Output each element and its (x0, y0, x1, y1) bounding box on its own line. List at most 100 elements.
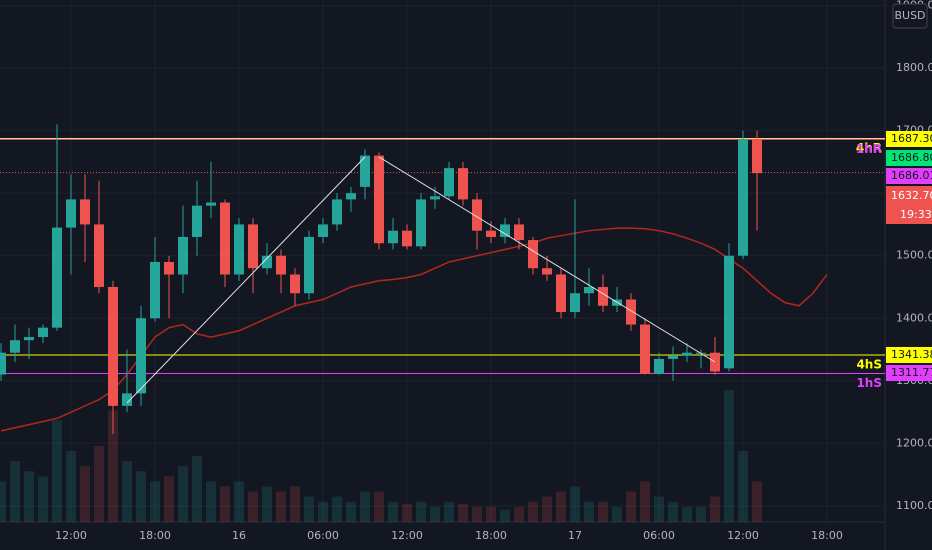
candle-body (38, 327, 48, 338)
level-price: 1687.30 (891, 132, 932, 145)
x-tick-label: 12:00 (55, 529, 87, 542)
trend-line (378, 156, 716, 363)
candle-body (570, 293, 580, 313)
volume-bar (136, 471, 146, 522)
unit: BUSD (894, 9, 925, 22)
volume-bar (458, 503, 468, 522)
candle-body (108, 286, 118, 406)
candle-body (80, 199, 90, 225)
x-tick-label: 12:00 (391, 529, 423, 542)
candle-body (178, 236, 188, 275)
level-name: 4hS (856, 357, 882, 371)
volume-bar (66, 450, 76, 522)
level-pill (886, 131, 932, 147)
x-tick-label: 06:00 (643, 529, 675, 542)
volume-bar (724, 390, 734, 522)
candle-body (626, 299, 636, 325)
volume-bar (402, 503, 412, 522)
volume-bar (556, 491, 566, 522)
volume-bar (570, 486, 580, 522)
level-pill (886, 347, 932, 363)
volume-bar (234, 481, 244, 522)
candle-body (234, 224, 244, 275)
candle-body (668, 355, 678, 359)
candle-body (542, 268, 552, 275)
x-tick-label: 18:00 (475, 529, 507, 542)
volume-bar (318, 501, 328, 522)
x-tick-label: 16 (232, 529, 246, 542)
volume-bar (752, 481, 762, 522)
candle-body (262, 255, 272, 269)
candle-body (360, 155, 370, 187)
volume-bar (80, 466, 90, 522)
candle-body (402, 230, 412, 247)
candle-body (24, 337, 34, 341)
candle-body (206, 202, 216, 206)
y-tick-label: 1800.00 (896, 61, 932, 74)
x-tick-label: 18:00 (139, 529, 171, 542)
volume-bar (682, 506, 692, 522)
marker-price: 1686.80 (891, 151, 932, 164)
candle-body (10, 340, 20, 353)
candle-body (514, 224, 524, 241)
price-axis: 1100.001200.001300.001400.001500.001600.… (886, 0, 932, 512)
volume-bar (612, 506, 622, 522)
volume-bar (24, 471, 34, 522)
level-price: 1341.38 (891, 348, 932, 361)
level-price: 1686.01 (891, 169, 932, 182)
volume-bar (444, 501, 454, 522)
volume-bar (500, 509, 510, 522)
volume-bar (598, 501, 608, 522)
volume-bar (94, 445, 104, 522)
level-price: 1311.77 (891, 366, 932, 379)
candle-body (654, 358, 664, 374)
volume-bar (654, 496, 664, 522)
volume-bar (388, 501, 398, 522)
candle-body (304, 236, 314, 294)
volume-bar (192, 456, 202, 522)
candle-body (640, 324, 650, 374)
candle-body (66, 199, 76, 228)
candle-body (136, 318, 146, 394)
volume-bar (276, 491, 286, 522)
last-price: 1632.70 (891, 189, 932, 202)
candle-body (486, 230, 496, 237)
volume-bar (122, 461, 132, 522)
candle-body (682, 352, 692, 356)
volume-bar (416, 501, 426, 522)
volume-bar (178, 466, 188, 522)
candle-body (584, 286, 594, 294)
y-tick-label: 1500.00 (896, 249, 932, 262)
volume-bar (52, 420, 62, 522)
level-name: 4hR (856, 141, 882, 155)
candle-body (444, 168, 454, 197)
countdown: 19:33 (900, 208, 932, 221)
volume-bar (696, 506, 706, 522)
candle-body (0, 352, 6, 375)
volume-bar (360, 491, 370, 522)
level-pill (886, 365, 932, 381)
candle-body (122, 393, 132, 406)
level-name: 1hR (856, 142, 882, 156)
volume-bar (542, 496, 552, 522)
candle-body (556, 274, 566, 313)
volume-bar (640, 481, 650, 522)
y-tick-label: 1100.00 (896, 499, 932, 512)
candle-body (752, 139, 762, 174)
candle-body (430, 196, 440, 200)
candle-body (290, 274, 300, 294)
candle-body (52, 227, 62, 328)
volume-bar (584, 501, 594, 522)
volume-bar (528, 501, 538, 522)
candle-body (276, 255, 286, 275)
volume-bar (472, 506, 482, 522)
volume-bar (262, 486, 272, 522)
price-pill (886, 186, 932, 224)
candle-body (458, 168, 468, 200)
volume-bar (738, 450, 748, 522)
volume-bar (346, 501, 356, 522)
candle-body (220, 202, 230, 275)
volume-bar (486, 506, 496, 522)
candle-body (318, 224, 328, 237)
